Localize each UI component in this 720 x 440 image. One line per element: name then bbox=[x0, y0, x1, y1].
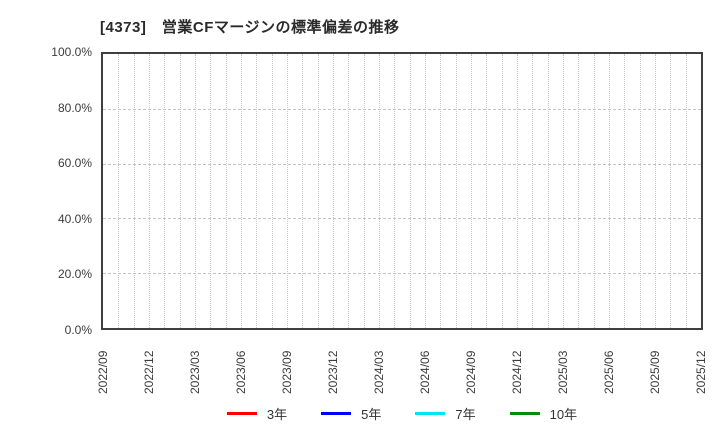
x-axis-tick-label: 2024/09 bbox=[464, 350, 478, 394]
gridline-vertical bbox=[455, 54, 457, 328]
y-axis-tick-label: 80.0% bbox=[57, 100, 92, 115]
gridline-vertical bbox=[409, 54, 411, 328]
x-axis-tick-label: 2024/06 bbox=[418, 350, 432, 394]
gridline-vertical bbox=[256, 54, 258, 328]
plot-area bbox=[101, 52, 703, 330]
gridline-vertical bbox=[486, 54, 488, 328]
gridline-vertical bbox=[271, 54, 273, 328]
gridline-vertical bbox=[655, 54, 656, 328]
x-axis-tick-label: 2025/12 bbox=[694, 350, 708, 394]
legend-line-swatch bbox=[321, 412, 352, 415]
gridline-vertical bbox=[440, 54, 442, 328]
gridline-vertical bbox=[501, 54, 503, 328]
gridline-vertical bbox=[624, 54, 626, 328]
chart-title: [4373] 営業CFマージンの標準偏差の推移 bbox=[100, 19, 400, 36]
gridline-vertical bbox=[225, 54, 227, 328]
legend-line-swatch bbox=[509, 412, 540, 415]
gridline-vertical bbox=[317, 54, 319, 328]
x-axis-tick-label: 2025/06 bbox=[602, 350, 616, 394]
gridline-vertical bbox=[593, 54, 595, 328]
x-axis-tick-label: 2022/12 bbox=[142, 350, 156, 394]
x-axis-tick-label: 2023/09 bbox=[280, 350, 294, 394]
legend: 3年 5年 7年 10年 bbox=[0, 404, 720, 423]
gridline-vertical bbox=[685, 54, 687, 328]
legend-item-2: 7年 bbox=[415, 404, 476, 423]
x-axis-tick-label: 2025/09 bbox=[648, 350, 662, 394]
gridline-vertical bbox=[363, 54, 365, 328]
gridline-vertical bbox=[639, 54, 641, 328]
gridline-vertical bbox=[425, 54, 426, 328]
legend-label: 10年 bbox=[549, 407, 578, 422]
y-axis-tick-label: 40.0% bbox=[57, 211, 92, 226]
gridline-vertical bbox=[210, 54, 212, 328]
gridline-horizontal bbox=[103, 273, 701, 275]
y-axis-tick-label: 20.0% bbox=[57, 267, 92, 282]
gridline-vertical bbox=[563, 54, 564, 328]
legend-label: 5年 bbox=[361, 407, 382, 422]
gridline-vertical bbox=[302, 54, 304, 328]
legend-label: 7年 bbox=[455, 407, 476, 422]
x-axis-tick-label: 2023/06 bbox=[234, 350, 248, 394]
gridline-vertical bbox=[517, 54, 518, 328]
legend-line-swatch bbox=[415, 412, 446, 415]
gridline-vertical bbox=[394, 54, 396, 328]
gridline-vertical bbox=[609, 54, 610, 328]
legend-label: 3年 bbox=[266, 407, 288, 422]
gridline-horizontal bbox=[103, 218, 701, 220]
legend-item-1: 5年 bbox=[321, 404, 381, 423]
x-axis-tick-label: 2023/12 bbox=[326, 350, 340, 394]
gridline-vertical bbox=[287, 54, 288, 328]
gridline-vertical bbox=[670, 54, 672, 328]
gridline-horizontal bbox=[103, 108, 701, 110]
gridline-vertical bbox=[118, 54, 120, 328]
gridline-vertical bbox=[179, 54, 181, 328]
x-axis-tick-label: 2024/03 bbox=[372, 350, 386, 394]
x-axis-tick-label: 2022/09 bbox=[96, 350, 110, 394]
gridline-horizontal bbox=[103, 163, 701, 165]
gridline-vertical bbox=[195, 54, 196, 328]
y-axis-tick-label: 100.0% bbox=[51, 45, 92, 59]
gridline-vertical bbox=[578, 54, 580, 328]
gridline-vertical bbox=[471, 54, 472, 328]
gridline-vertical bbox=[532, 54, 534, 328]
gridline-vertical bbox=[164, 54, 166, 328]
y-axis-tick-label: 0.0% bbox=[64, 323, 92, 337]
x-axis-tick-label: 2024/12 bbox=[510, 350, 524, 394]
gridline-vertical bbox=[133, 54, 135, 328]
y-axis-tick-label: 60.0% bbox=[57, 156, 92, 171]
legend-item-0: 3年 bbox=[226, 404, 288, 423]
legend-line-swatch bbox=[226, 412, 257, 415]
x-axis-tick-label: 2023/03 bbox=[188, 350, 202, 394]
gridline-vertical bbox=[149, 54, 150, 328]
gridline-vertical bbox=[348, 54, 350, 328]
gridline-vertical bbox=[547, 54, 549, 328]
gridline-vertical bbox=[379, 54, 380, 328]
x-axis-tick-label: 2025/03 bbox=[556, 350, 570, 394]
gridline-vertical bbox=[241, 54, 242, 328]
legend-item-3: 10年 bbox=[509, 404, 578, 423]
gridline-vertical bbox=[333, 54, 334, 328]
